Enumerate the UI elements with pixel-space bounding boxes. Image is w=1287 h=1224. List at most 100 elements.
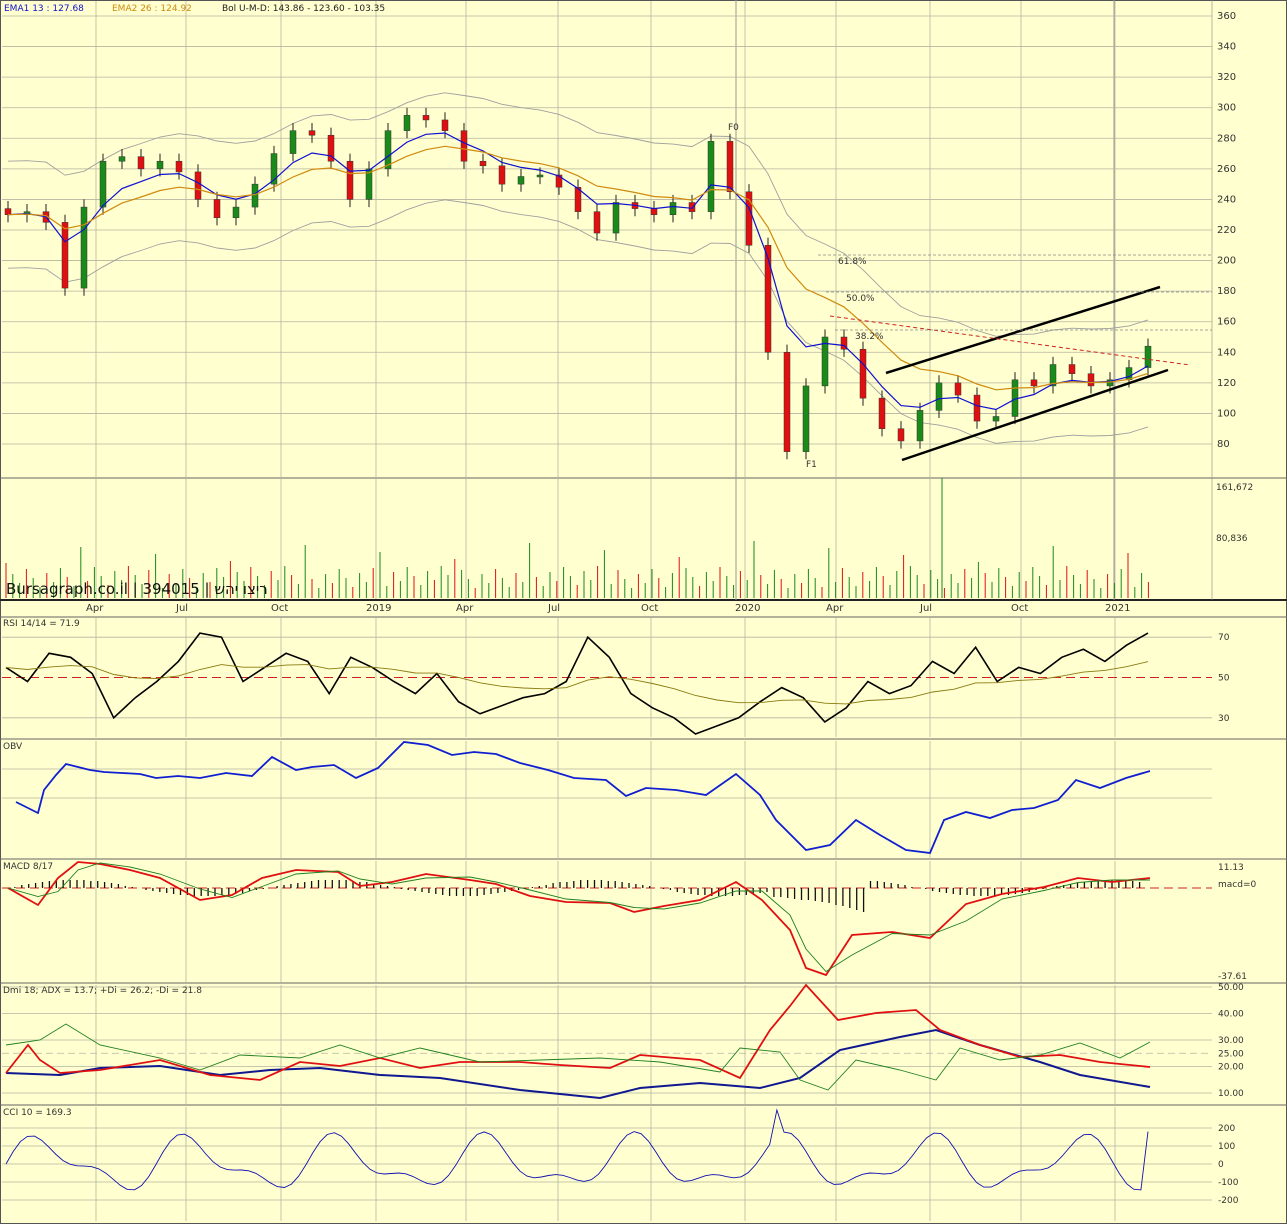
candle-down [175,160,183,173]
month-label: Apr [86,603,104,614]
candle-down [764,245,772,353]
candle-up [118,156,126,162]
candle-down [194,171,202,200]
cci-tick-label: -200 [1218,1196,1239,1206]
candle-up [612,202,620,234]
month-label: Jul [919,603,932,614]
candle-up [289,130,297,154]
price-tick-label: 180 [1217,286,1236,297]
axis-labels: 3603403203002802602402202001801601401201… [3,11,1256,1206]
candle-up [1049,364,1057,387]
month-label: Oct [1011,603,1028,614]
price-tick-label: 320 [1217,72,1236,83]
price-overlays [7,132,1212,462]
candle-up [1106,379,1114,387]
price-tick-label: 280 [1217,133,1236,144]
minus-di-line [5,1023,1151,1091]
plus-di-line [5,983,1151,1081]
price-tick-label: 200 [1217,256,1236,267]
dmi-title: Dmi 18; ADX = 13.7; +Di = 26.2; -Di = 21… [3,986,202,996]
candle-up [517,176,525,185]
candle-up [384,130,392,170]
bollinger-upper [7,92,1149,337]
f0-marker: F0 [728,123,739,133]
macd-tick-label: macd=0 [1218,880,1256,890]
candle-down [650,208,658,215]
candle-up [916,410,924,442]
candle-down [726,141,734,193]
candle-down [441,119,449,131]
dmi-tick-label: 30.00 [1218,1036,1244,1046]
candle-up [232,206,240,219]
volume-tick-label: 161,672 [1216,483,1253,493]
candle-down [897,428,905,442]
candle-down [1087,373,1095,387]
f1-marker: F1 [806,460,817,470]
brand-label: Bursagraph.co.il | 394015 | ריצו יהש [6,580,268,598]
grid-lines [2,0,1212,1221]
month-label: Apr [456,603,474,614]
ema1-line [7,132,1149,411]
candle-down [137,156,145,170]
bollinger-lower [7,199,1149,444]
month-label: Oct [641,603,658,614]
month-label: Jul [547,603,560,614]
candle-up [80,206,88,289]
candle-down [327,134,335,162]
cci-tick-label: 200 [1218,1124,1235,1134]
month-label: 2021 [1105,603,1130,614]
candle-up [802,385,810,452]
candle-up [935,382,943,411]
price-tick-label: 300 [1217,103,1236,114]
rsi-title: RSI 14/14 = 71.9 [3,619,80,629]
price-tick-label: 340 [1217,42,1236,53]
candle-down [61,222,69,289]
price-tick-label: 120 [1217,378,1236,389]
bollinger-bands [7,92,1149,444]
candle-up [1125,367,1133,381]
fib-label: 38.2% [855,332,884,342]
candle-down [479,160,487,167]
candle-down [4,208,12,215]
candle-up [707,141,715,212]
candle-down [1068,364,1076,374]
rsi-tick-label: 70 [1218,633,1230,643]
candle-down [745,191,753,246]
ema2-line [7,145,1149,391]
rsi-tick-label: 50 [1218,674,1230,684]
price-tick-label: 220 [1217,225,1236,236]
price-tick-label: 80 [1217,439,1230,450]
dmi-tick-label: 40.00 [1218,1010,1244,1020]
candle-up [365,168,373,200]
candle-down [973,394,981,422]
ema1-legend: EMA1 13 : 127.68 [4,4,84,14]
channel-lower [901,368,1169,462]
candle-up [99,160,107,208]
obv-line [15,741,1151,854]
volume-tick-label: 80,836 [1216,534,1248,544]
candle-up [821,336,829,387]
candle-up [1144,345,1152,368]
macd-tick-label: 11.13 [1218,863,1244,873]
fib-label: 61.8% [838,257,867,267]
price-tick-label: 100 [1217,408,1236,419]
candle-down [308,130,316,136]
ema2-legend: EMA2 26 : 124.92 [112,4,192,14]
candle-down [954,382,962,396]
candle-down [688,202,696,212]
candle-down [593,211,601,234]
price-tick-label: 160 [1217,317,1236,328]
bollinger-legend: Bol U-M-D: 143.86 - 123.60 - 103.35 [222,4,385,14]
price-candles [4,107,1152,460]
candle-down [213,199,221,219]
resistance-line [829,315,1191,366]
month-label: 2019 [366,603,391,614]
candle-down [346,160,354,200]
volume-bars [5,478,1149,598]
candle-down [555,174,563,188]
candle-down [878,397,886,429]
fib-label: 50.0% [846,294,875,304]
candle-down [783,352,791,452]
dmi-tick-label: 10.00 [1218,1089,1244,1099]
